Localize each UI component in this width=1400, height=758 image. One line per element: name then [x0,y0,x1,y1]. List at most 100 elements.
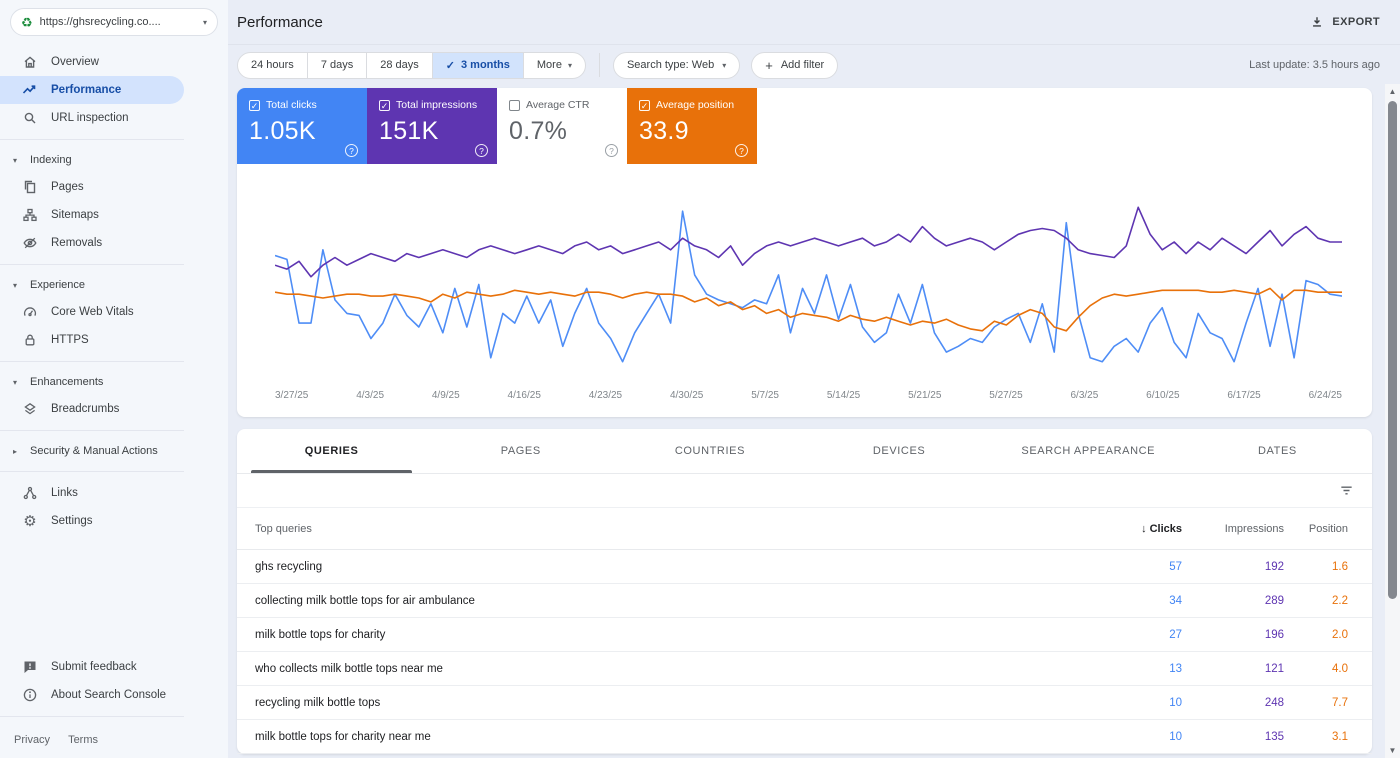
table-row[interactable]: who collects milk bottle tops near me 13… [237,652,1372,686]
position-cell: 7.7 [1332,696,1348,709]
section-label: Experience [30,279,86,291]
x-axis-tick: 6/24/25 [1308,390,1342,401]
card-value: 33.9 [639,117,689,145]
sidebar-item-removals[interactable]: Removals [0,229,228,257]
position-cell: 3.1 [1332,730,1348,743]
chevron-right-icon: ▸ [13,446,18,456]
checkbox-icon[interactable]: ✓ [379,99,390,111]
sidebar-item-performance[interactable]: Performance [0,76,184,104]
export-button[interactable]: EXPORT [1310,15,1380,29]
section-label: Indexing [30,154,72,166]
total-impressions-card[interactable]: ✓ Total impressions 151K ? [367,88,497,164]
privacy-link[interactable]: Privacy [14,734,51,746]
divider [0,361,184,362]
terms-link[interactable]: Terms [68,734,99,746]
column-header-position[interactable]: Position [1308,522,1348,535]
table-row[interactable]: collecting milk bottle tops for air ambu… [237,584,1372,618]
help-icon[interactable]: ? [475,144,488,157]
sidebar-item-https[interactable]: HTTPS [0,326,228,354]
tab-search-appearance[interactable]: SEARCH APPEARANCE [1021,445,1156,457]
sidebar-item-overview[interactable]: Overview [0,48,228,76]
filter-list-icon[interactable] [1339,483,1354,498]
plus-icon: + [765,57,773,73]
table-row[interactable]: milk bottle tops for charity near me 10 … [237,720,1372,754]
impressions-cell: 289 [1264,594,1284,607]
sidebar-item-sitemaps[interactable]: Sitemaps [0,201,228,229]
sidebar-item-pages[interactable]: Pages [0,173,228,201]
column-header-clicks[interactable]: ↓ Clicks [1141,522,1182,535]
main-content: Performance EXPORT 24 hours 7 days 28 da… [228,0,1400,758]
table-row[interactable]: milk bottle tops for charity 27 196 2.0 [237,618,1372,652]
impressions-cell: 121 [1264,662,1284,675]
performance-chart-panel: ✓ Total clicks 1.05K ? ✓ Total impressio… [237,88,1372,417]
x-axis-tick: 4/16/25 [507,390,541,401]
sidebar-section-indexing[interactable]: ▾ Indexing [0,147,228,173]
table-row[interactable]: ghs recycling 57 192 1.6 [237,550,1372,584]
metric-cards: ✓ Total clicks 1.05K ? ✓ Total impressio… [237,88,1372,164]
x-axis-tick: 3/27/25 [275,390,309,401]
x-axis-tick: 6/10/25 [1146,390,1180,401]
help-icon[interactable]: ? [735,144,748,157]
sidebar-item-label: Removals [51,237,103,249]
divider [0,716,184,717]
dimensions-table-panel: QUERIES PAGES COUNTRIES DEVICES SEARCH A… [237,429,1372,754]
chevron-down-icon: ▾ [13,155,18,165]
sidebar-item-label: Overview [51,56,99,68]
x-axis-tick: 4/3/25 [356,390,385,401]
query-cell: collecting milk bottle tops for air ambu… [255,594,475,607]
average-position-card[interactable]: ✓ Average position 33.9 ? [627,88,757,164]
checkbox-icon[interactable] [509,99,520,111]
clicks-cell: 10 [1169,730,1182,743]
column-header-impressions[interactable]: Impressions [1224,522,1284,535]
query-cell: milk bottle tops for charity near me [255,730,431,743]
scrollbar-thumb[interactable] [1388,101,1397,599]
help-icon[interactable]: ? [345,144,358,157]
table-row[interactable]: recycling milk bottle tops 10 248 7.7 [237,686,1372,720]
date-range-7-days[interactable]: 7 days [308,52,368,78]
date-range-24-hours[interactable]: 24 hours [238,52,308,78]
query-cell: ghs recycling [255,560,323,573]
tab-queries[interactable]: QUERIES [237,429,426,473]
chevron-down-icon: ▾ [202,17,207,27]
total-clicks-card[interactable]: ✓ Total clicks 1.05K ? [237,88,367,164]
sidebar-section-security-manual-actions[interactable]: ▸ Security & Manual Actions [0,438,228,464]
chevron-down-icon: ▾ [13,280,18,290]
sidebar-item-url-inspection[interactable]: URL inspection [0,104,228,132]
sidebar-item-about-search-console[interactable]: About Search Console [0,681,228,709]
search-type-chip[interactable]: Search type: Web ▾ [612,51,741,79]
vertical-scrollbar[interactable]: ▲ ▼ [1385,84,1400,758]
checkbox-icon[interactable]: ✓ [639,99,650,111]
date-range-more-button[interactable]: More ▾ [536,59,572,71]
date-range-3-months[interactable]: ✓ 3 months [432,52,524,78]
sidebar-item-links[interactable]: Links [0,479,228,507]
x-axis-tick: 4/30/25 [669,390,704,401]
x-axis-tick: 4/9/25 [431,390,460,401]
download-icon [1313,17,1322,27]
tab-dates[interactable]: DATES [1258,445,1297,457]
gear-icon: ⚙ [23,512,37,530]
sidebar-item-submit-feedback[interactable]: Submit feedback [0,653,228,681]
scroll-down-arrow-icon[interactable]: ▼ [1388,746,1397,755]
property-selector[interactable]: ♻ https://ghsrecycling.co.... ▾ [10,8,218,36]
tab-countries[interactable]: COUNTRIES [674,445,746,457]
sidebar-item-settings[interactable]: ⚙ Settings [0,507,228,535]
column-header-top-queries[interactable]: Top queries [255,522,312,535]
date-range-28-days[interactable]: 28 days [367,52,433,78]
tab-devices[interactable]: DEVICES [872,445,926,457]
sidebar-item-core-web-vitals[interactable]: Core Web Vitals [0,298,228,326]
sidebar-item-breadcrumbs[interactable]: Breadcrumbs [0,395,228,423]
add-filter-chip[interactable]: + Add filter [751,51,839,79]
top-bar: Performance EXPORT [228,0,1400,45]
help-icon[interactable]: ? [605,144,618,157]
scroll-up-arrow-icon[interactable]: ▲ [1388,87,1397,96]
chart-line-average-position [275,288,1342,330]
tab-pages[interactable]: PAGES [500,445,541,457]
breadcrumbs-icon [22,401,38,417]
sidebar-section-enhancements[interactable]: ▾ Enhancements [0,369,228,395]
card-value: 1.05K [249,117,316,145]
sidebar-section-experience[interactable]: ▾ Experience [0,272,228,298]
checkbox-icon[interactable]: ✓ [249,99,260,111]
clicks-cell: 27 [1169,628,1182,641]
average-ctr-card[interactable]: Average CTR 0.7% ? [497,88,627,164]
card-label: Total impressions [396,99,478,111]
